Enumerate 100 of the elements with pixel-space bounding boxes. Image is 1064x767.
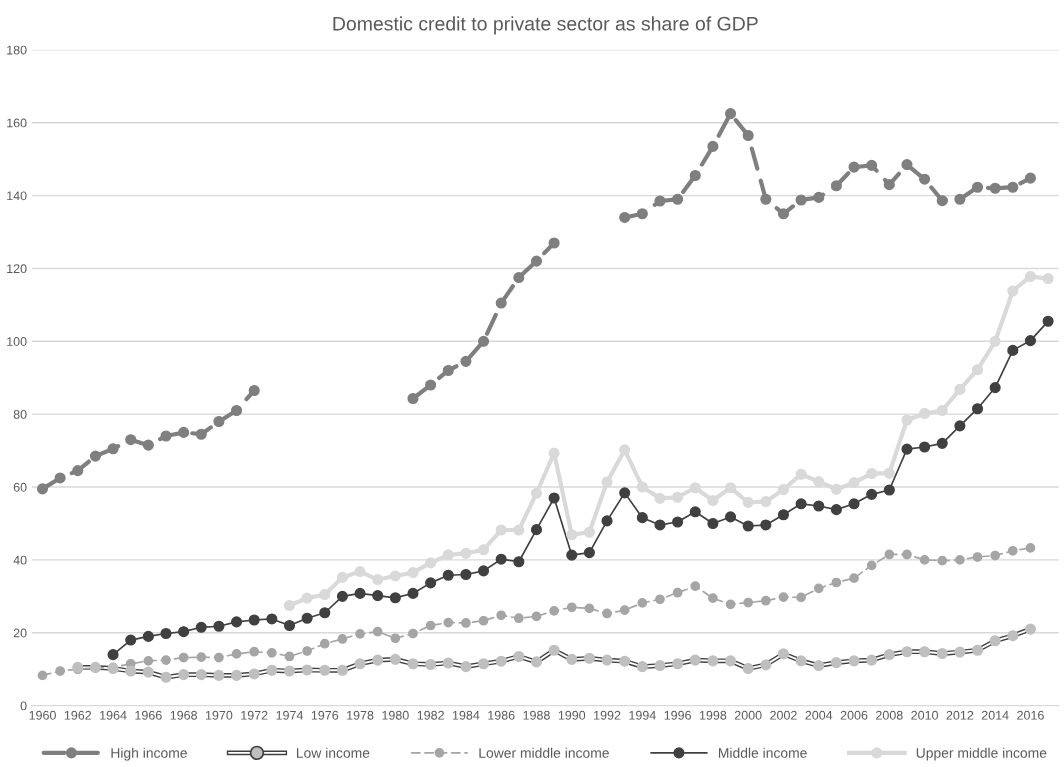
point (389, 653, 401, 665)
point (142, 439, 154, 451)
point (477, 544, 490, 556)
point (248, 384, 260, 397)
point (231, 616, 243, 628)
point (689, 482, 701, 494)
point (901, 159, 913, 171)
point (513, 524, 525, 536)
x-tick-label: 1988 (523, 710, 550, 720)
point (548, 644, 560, 656)
point (213, 669, 225, 681)
point (866, 159, 878, 171)
point (813, 191, 825, 203)
point (178, 652, 189, 663)
point (690, 581, 701, 592)
point (530, 524, 543, 536)
point (1007, 285, 1019, 297)
point (619, 655, 631, 667)
point (954, 193, 966, 205)
point (495, 553, 507, 565)
point (883, 649, 895, 661)
point (813, 500, 825, 512)
point (283, 665, 296, 677)
point (407, 658, 419, 670)
point (231, 404, 243, 417)
point (795, 498, 807, 510)
point (442, 549, 454, 561)
point (107, 649, 119, 661)
x-tick-label: 1996 (664, 710, 691, 720)
point (425, 658, 437, 671)
point (566, 549, 578, 561)
point (301, 612, 313, 624)
point (530, 255, 543, 267)
point (425, 379, 437, 391)
x-tick-label: 2016 (1017, 710, 1044, 720)
point (601, 476, 613, 488)
point (89, 450, 101, 462)
x-tick-label: 1974 (276, 710, 304, 720)
x-tick-label: 1972 (241, 710, 268, 720)
point (707, 655, 719, 667)
point (813, 660, 825, 672)
point (583, 547, 595, 559)
point (372, 626, 383, 637)
point (495, 655, 507, 667)
point (989, 635, 1001, 647)
point (495, 524, 507, 536)
point (990, 550, 1001, 561)
point (760, 519, 772, 531)
point (336, 590, 348, 602)
point (496, 610, 507, 621)
point (249, 646, 260, 657)
point (777, 208, 790, 220)
point (601, 654, 613, 666)
point (301, 664, 313, 676)
point (566, 602, 577, 613)
point (1042, 315, 1054, 327)
x-tick-label: 1966 (135, 710, 162, 720)
point (989, 182, 1001, 194)
point (548, 492, 560, 504)
x-tick-label: 2004 (805, 710, 833, 720)
point (795, 194, 807, 206)
point (636, 661, 648, 673)
point (566, 529, 578, 541)
point (495, 297, 507, 309)
point (160, 627, 172, 640)
point (425, 557, 437, 569)
point (708, 593, 718, 604)
point (936, 437, 948, 449)
legend-label: Upper middle income (916, 747, 1047, 761)
point (654, 492, 666, 504)
point (689, 506, 701, 518)
point (636, 512, 648, 524)
point (971, 181, 984, 193)
point (989, 335, 1001, 347)
y-tick-label: 0 (20, 701, 27, 711)
y-tick-label: 100 (7, 337, 27, 346)
point (777, 648, 790, 660)
point (919, 407, 931, 420)
point (813, 476, 825, 488)
point (513, 272, 525, 284)
x-tick-label: 1998 (699, 710, 727, 720)
x-tick-label: 2000 (734, 710, 762, 720)
x-tick-label: 1990 (558, 710, 586, 720)
point (830, 504, 842, 516)
point (760, 595, 771, 606)
x-tick-label: 1978 (347, 710, 374, 720)
x-tick-label: 1970 (205, 710, 233, 720)
point (548, 447, 560, 459)
y-tick-label: 160 (7, 118, 27, 128)
point (583, 526, 595, 538)
point (319, 588, 331, 601)
point (883, 467, 895, 479)
point (884, 549, 895, 560)
point (336, 571, 348, 583)
point (231, 649, 242, 659)
point (442, 364, 454, 377)
point (408, 628, 418, 639)
point (936, 404, 948, 417)
point (425, 620, 436, 631)
point (513, 556, 525, 568)
